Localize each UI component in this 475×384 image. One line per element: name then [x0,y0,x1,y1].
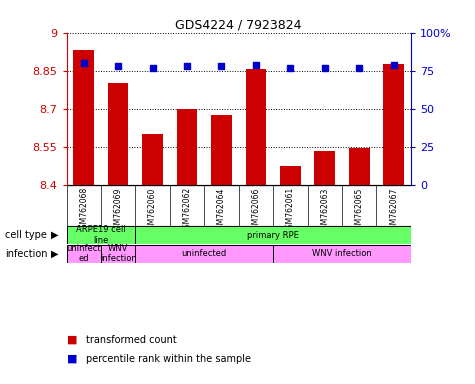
Bar [211,115,232,185]
Point [149,65,156,71]
Title: GDS4224 / 7923824: GDS4224 / 7923824 [175,18,302,31]
Bar [142,134,163,185]
Text: infection: infection [5,249,47,259]
Text: GSM762063: GSM762063 [320,187,329,233]
Text: WNV
infection: WNV infection [100,244,136,263]
Bar [135,226,411,244]
Bar [280,166,301,185]
Text: cell type: cell type [5,230,47,240]
Point [286,65,294,71]
Text: ARPE19 cell
line: ARPE19 cell line [76,225,126,245]
Bar [108,83,128,185]
Text: ▶: ▶ [51,249,58,259]
Bar [73,50,94,185]
Text: GSM762067: GSM762067 [389,187,398,233]
Text: ■: ■ [66,335,77,345]
Text: GSM762069: GSM762069 [114,187,123,233]
Bar [246,70,266,185]
Point [252,61,260,68]
Bar [101,245,135,263]
Point [114,63,122,69]
Text: uninfect
ed: uninfect ed [66,244,101,263]
Text: ■: ■ [66,354,77,364]
Text: ▶: ▶ [51,230,58,240]
Bar [66,226,135,244]
Text: GSM762066: GSM762066 [251,187,260,233]
Point [390,61,398,68]
Text: GSM762062: GSM762062 [182,187,191,233]
Bar [273,245,411,263]
Text: GSM762061: GSM762061 [286,187,295,233]
Point [321,65,329,71]
Text: percentile rank within the sample: percentile rank within the sample [86,354,250,364]
Point [80,60,87,66]
Point [218,63,225,69]
Bar [383,65,404,185]
Bar [177,109,198,185]
Bar [314,151,335,185]
Text: transformed count: transformed count [86,335,176,345]
Point [355,65,363,71]
Bar [66,245,101,263]
Text: primary RPE: primary RPE [247,230,299,240]
Text: GSM762068: GSM762068 [79,187,88,233]
Bar [135,245,273,263]
Text: uninfected: uninfected [181,249,227,258]
Text: GSM762064: GSM762064 [217,187,226,233]
Text: WNV infection: WNV infection [312,249,372,258]
Point [183,63,191,69]
Text: GSM762060: GSM762060 [148,187,157,233]
Bar [349,148,370,185]
Text: GSM762065: GSM762065 [355,187,364,233]
